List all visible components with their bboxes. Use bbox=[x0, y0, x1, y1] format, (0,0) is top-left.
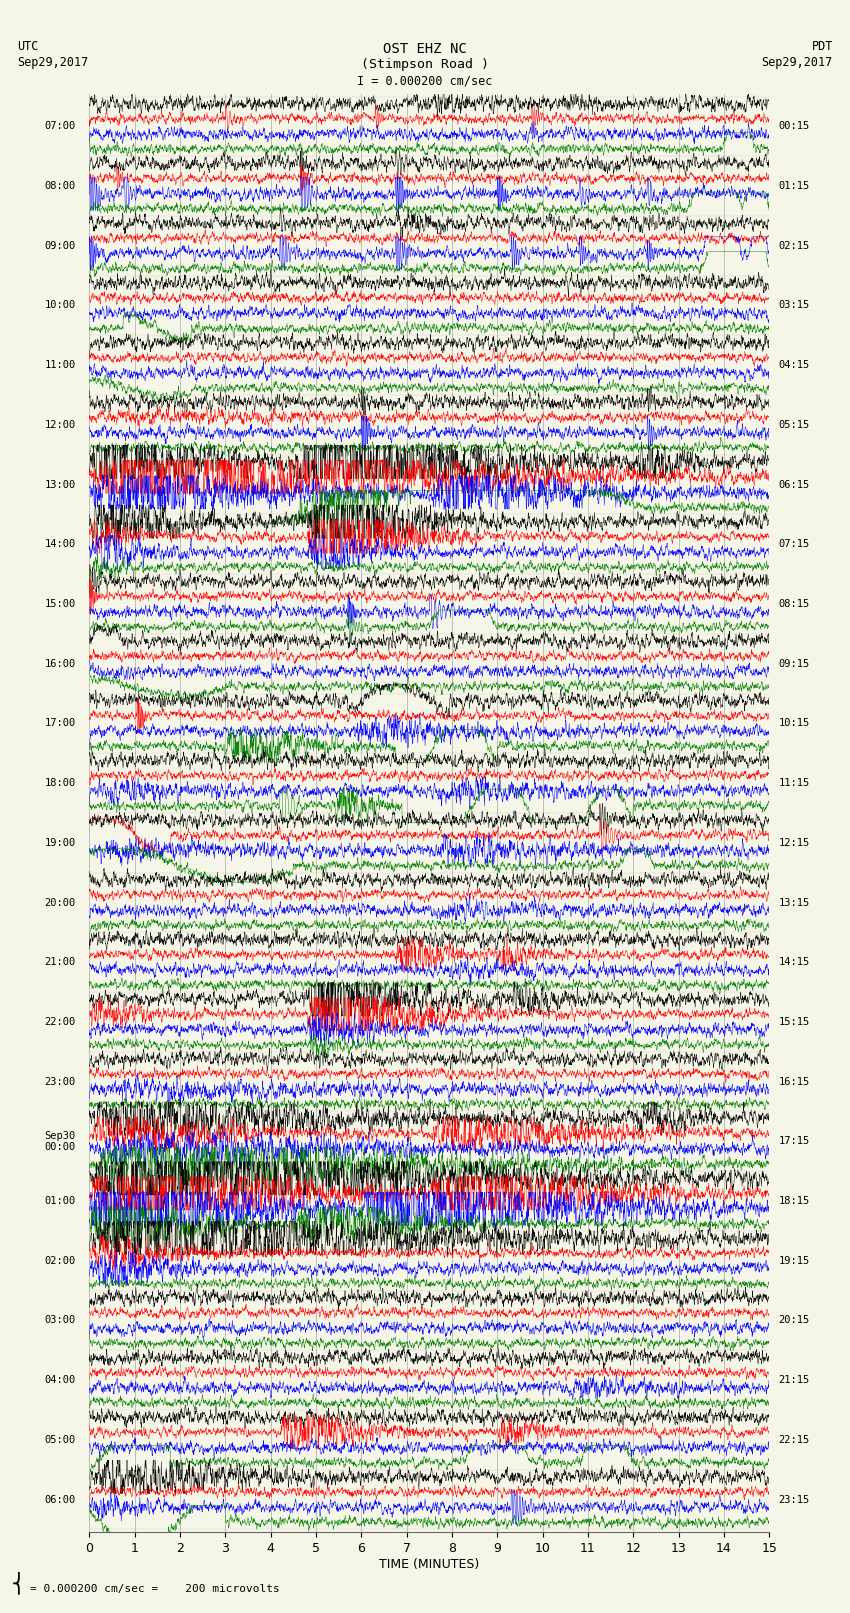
Text: 20:15: 20:15 bbox=[779, 1316, 809, 1326]
Text: 05:00: 05:00 bbox=[44, 1436, 76, 1445]
Text: PDT: PDT bbox=[812, 40, 833, 53]
Text: 00:15: 00:15 bbox=[779, 121, 809, 131]
Text: 02:00: 02:00 bbox=[44, 1255, 76, 1266]
Text: 18:00: 18:00 bbox=[44, 777, 76, 789]
Text: 22:15: 22:15 bbox=[779, 1436, 809, 1445]
Text: 02:15: 02:15 bbox=[779, 240, 809, 250]
Text: 07:00: 07:00 bbox=[44, 121, 76, 131]
Text: 06:00: 06:00 bbox=[44, 1495, 76, 1505]
Text: 18:15: 18:15 bbox=[779, 1195, 809, 1207]
Text: 07:15: 07:15 bbox=[779, 539, 809, 550]
Text: 06:15: 06:15 bbox=[779, 479, 809, 490]
Text: 08:15: 08:15 bbox=[779, 598, 809, 610]
Text: 20:00: 20:00 bbox=[44, 897, 76, 908]
Text: 15:00: 15:00 bbox=[44, 598, 76, 610]
Text: 12:00: 12:00 bbox=[44, 419, 76, 431]
Text: 05:15: 05:15 bbox=[779, 419, 809, 431]
Text: I = 0.000200 cm/sec: I = 0.000200 cm/sec bbox=[357, 74, 493, 87]
Text: 17:15: 17:15 bbox=[779, 1136, 809, 1147]
Text: UTC: UTC bbox=[17, 40, 38, 53]
Text: 01:00: 01:00 bbox=[44, 1195, 76, 1207]
Text: 16:15: 16:15 bbox=[779, 1076, 809, 1087]
Text: 08:00: 08:00 bbox=[44, 181, 76, 190]
Text: 03:15: 03:15 bbox=[779, 300, 809, 310]
Text: Sep30
00:00: Sep30 00:00 bbox=[44, 1131, 76, 1152]
Text: = 0.000200 cm/sec =    200 microvolts: = 0.000200 cm/sec = 200 microvolts bbox=[30, 1584, 280, 1594]
Text: 10:15: 10:15 bbox=[779, 718, 809, 729]
Text: 10:00: 10:00 bbox=[44, 300, 76, 310]
Text: 14:15: 14:15 bbox=[779, 957, 809, 968]
Text: 22:00: 22:00 bbox=[44, 1016, 76, 1027]
Text: 19:00: 19:00 bbox=[44, 837, 76, 848]
Text: 11:00: 11:00 bbox=[44, 360, 76, 371]
Text: 13:00: 13:00 bbox=[44, 479, 76, 490]
Text: 09:00: 09:00 bbox=[44, 240, 76, 250]
Text: 11:15: 11:15 bbox=[779, 777, 809, 789]
X-axis label: TIME (MINUTES): TIME (MINUTES) bbox=[379, 1558, 479, 1571]
Text: 16:00: 16:00 bbox=[44, 658, 76, 669]
Text: ⎨: ⎨ bbox=[13, 1571, 25, 1594]
Text: 15:15: 15:15 bbox=[779, 1016, 809, 1027]
Text: 13:15: 13:15 bbox=[779, 897, 809, 908]
Text: 19:15: 19:15 bbox=[779, 1255, 809, 1266]
Text: 17:00: 17:00 bbox=[44, 718, 76, 729]
Text: 04:15: 04:15 bbox=[779, 360, 809, 371]
Text: 04:00: 04:00 bbox=[44, 1376, 76, 1386]
Text: 14:00: 14:00 bbox=[44, 539, 76, 550]
Text: 23:15: 23:15 bbox=[779, 1495, 809, 1505]
Text: (Stimpson Road ): (Stimpson Road ) bbox=[361, 58, 489, 71]
Text: 21:00: 21:00 bbox=[44, 957, 76, 968]
Text: OST EHZ NC: OST EHZ NC bbox=[383, 42, 467, 56]
Text: 01:15: 01:15 bbox=[779, 181, 809, 190]
Text: Sep29,2017: Sep29,2017 bbox=[17, 56, 88, 69]
Text: 21:15: 21:15 bbox=[779, 1376, 809, 1386]
Text: Sep29,2017: Sep29,2017 bbox=[762, 56, 833, 69]
Text: 23:00: 23:00 bbox=[44, 1076, 76, 1087]
Text: 09:15: 09:15 bbox=[779, 658, 809, 669]
Text: 03:00: 03:00 bbox=[44, 1316, 76, 1326]
Text: 12:15: 12:15 bbox=[779, 837, 809, 848]
